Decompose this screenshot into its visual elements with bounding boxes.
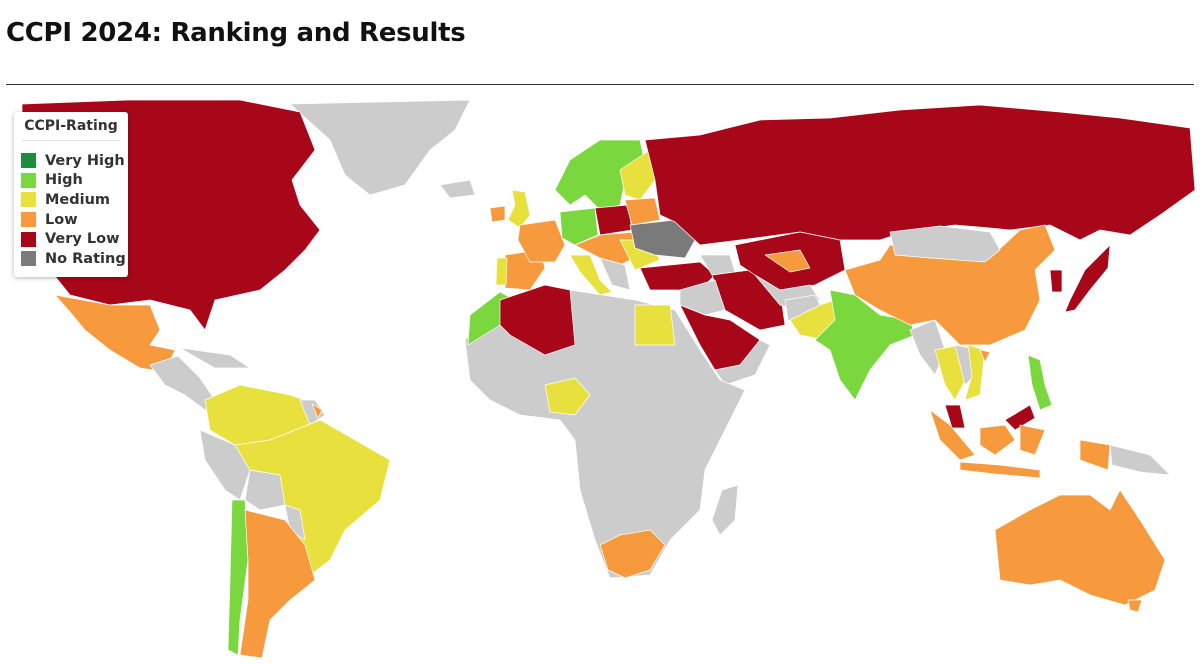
legend-swatch bbox=[21, 251, 36, 267]
legend-label: No Rating bbox=[45, 250, 126, 267]
legend-item: Very High bbox=[14, 151, 128, 171]
legend-title: CCPI-Rating bbox=[22, 118, 120, 141]
legend-label: Low bbox=[45, 211, 78, 228]
legend-label: Very Low bbox=[45, 231, 120, 248]
legend-swatch bbox=[21, 231, 36, 247]
legend-items: Very High High Medium Low Very Low No Rating bbox=[14, 151, 128, 269]
legend-label: Medium bbox=[45, 191, 111, 208]
legend-swatch bbox=[21, 192, 36, 208]
legend-swatch bbox=[21, 172, 36, 188]
world-map bbox=[21, 99, 1196, 659]
legend-label: Very High bbox=[45, 152, 125, 169]
legend-swatch bbox=[21, 212, 36, 228]
legend-item: Low bbox=[14, 210, 128, 230]
legend: CCPI-Rating Very High High Medium Low Very L… bbox=[14, 112, 128, 277]
divider bbox=[6, 84, 1194, 85]
legend-item: Medium bbox=[14, 190, 128, 210]
legend-item: High bbox=[14, 171, 128, 191]
page-title: CCPI 2024: Ranking and Results bbox=[6, 18, 466, 48]
legend-item: No Rating bbox=[14, 249, 128, 269]
legend-item: Very Low bbox=[14, 229, 128, 249]
legend-swatch bbox=[21, 153, 36, 169]
legend-label: High bbox=[45, 172, 83, 189]
